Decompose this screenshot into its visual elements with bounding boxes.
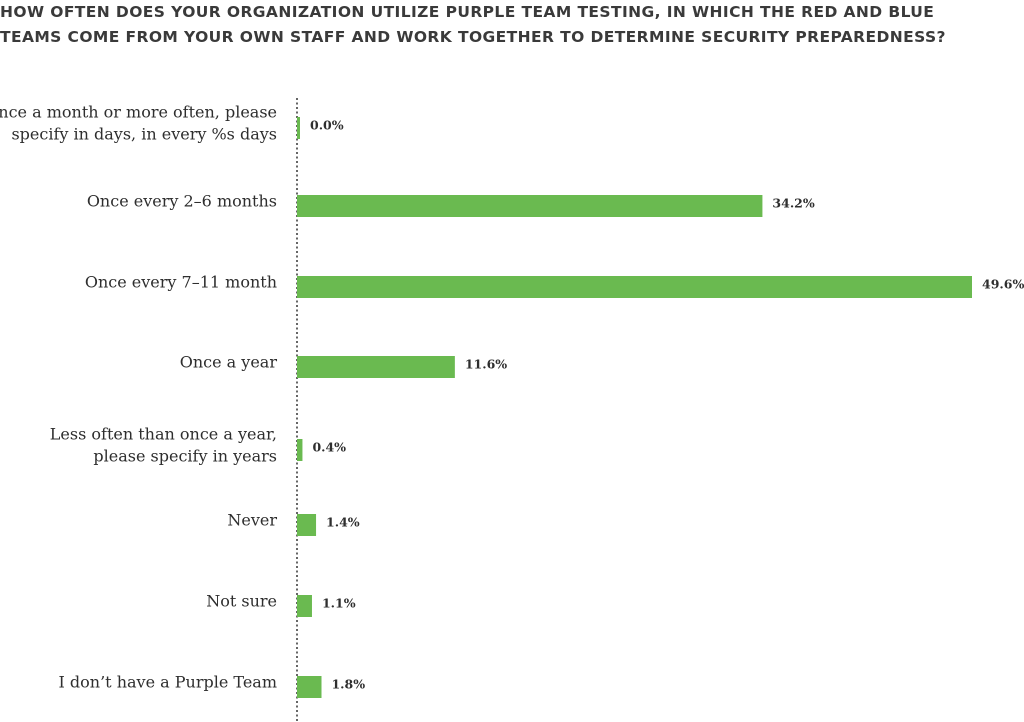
- category-label-7: I don’t have a Purple Team: [59, 673, 278, 692]
- category-label-6: Not sure: [206, 592, 277, 611]
- value-label-2: 49.6%: [982, 277, 1024, 292]
- bar-4: [297, 439, 303, 461]
- bar-7: [297, 676, 322, 698]
- bar-0: [297, 117, 300, 139]
- category-label-3: Once a year: [180, 353, 278, 372]
- bar-3: [297, 356, 455, 378]
- bar-5: [297, 514, 317, 536]
- category-label-4: Less often than once a year, please speci…: [50, 425, 277, 466]
- bar-1: [297, 195, 763, 217]
- chart-title: HOW OFTEN DOES YOUR ORGANIZATION UTILIZE…: [0, 3, 946, 46]
- bar-2: [297, 276, 972, 298]
- value-label-4: 0.4%: [312, 440, 346, 455]
- value-label-5: 1.4%: [326, 515, 360, 530]
- value-label-0: 0.0%: [310, 118, 344, 133]
- bar-6: [297, 595, 312, 617]
- category-label-1: Once every 2–6 months: [87, 192, 277, 211]
- value-label-1: 34.2%: [772, 196, 814, 211]
- value-label-3: 11.6%: [465, 357, 507, 372]
- bar-marks: 0.0% Once a month or more often, please sp…: [0, 103, 1024, 698]
- value-label-7: 1.8%: [331, 677, 365, 692]
- category-label-5: Never: [227, 511, 277, 530]
- value-label-6: 1.1%: [322, 596, 356, 611]
- category-label-0: Once a month or more often, please specif…: [0, 103, 277, 144]
- category-label-2: Once every 7–11 month: [85, 273, 277, 292]
